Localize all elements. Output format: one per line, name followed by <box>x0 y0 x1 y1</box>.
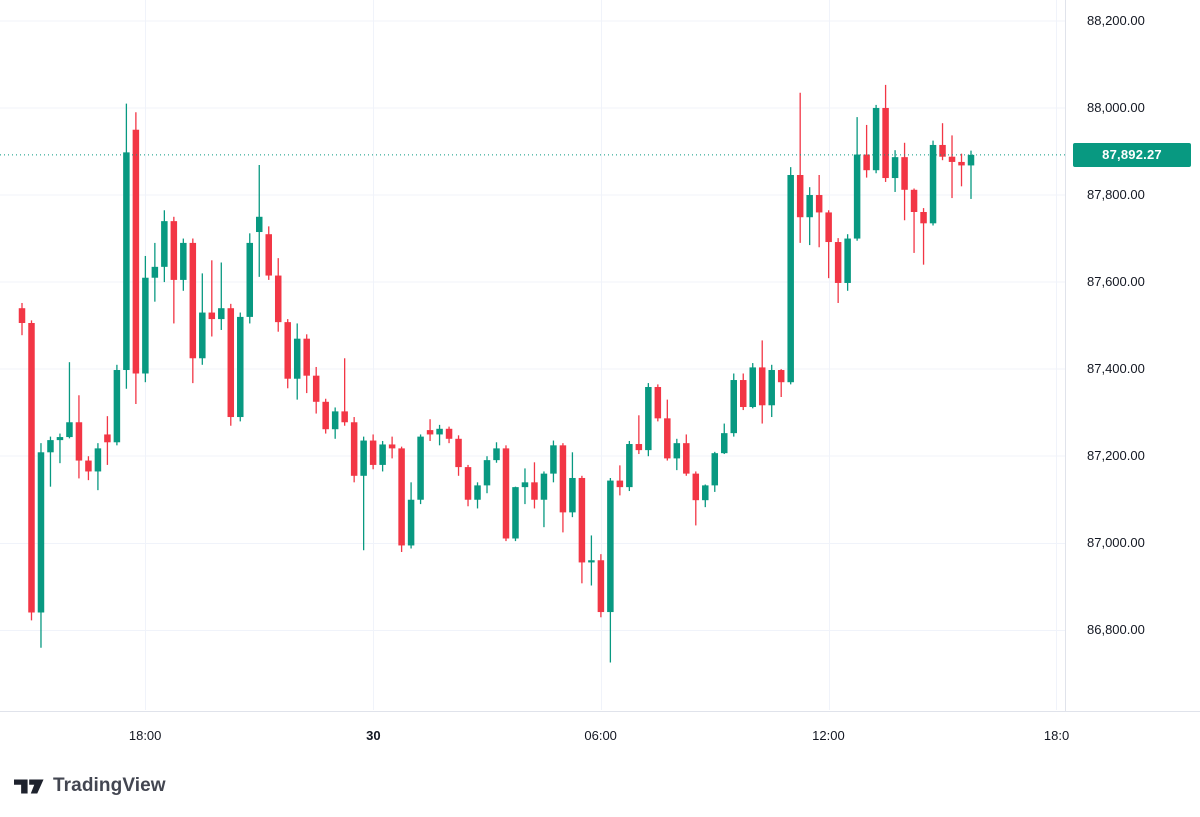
price-axis-label: 86,800.00 <box>1087 622 1145 638</box>
price-axis-label: 87,600.00 <box>1087 274 1145 290</box>
price-axis-label: 88,000.00 <box>1087 99 1145 115</box>
time-axis-label: 12:00 <box>812 728 845 743</box>
price-axis-label: 87,000.00 <box>1087 535 1145 551</box>
price-axis[interactable]: 88,200.00 88,000.00 87,800.00 87,600.00 … <box>1065 0 1200 762</box>
time-axis-label: 18:0 <box>1043 728 1070 743</box>
time-axis[interactable]: 18:00 30 06:00 12:00 18:0 <box>0 711 1200 763</box>
price-axis-label: 87,800.00 <box>1087 187 1145 203</box>
time-axis-label: 18:00 <box>128 728 162 743</box>
tradingview-logo-icon <box>14 778 44 794</box>
chart-footer: TradingView <box>0 762 1200 817</box>
time-axis-label: 06:00 <box>584 728 617 743</box>
candlestick-chart-pane[interactable] <box>0 0 1065 710</box>
price-axis-label: 88,200.00 <box>1087 12 1145 28</box>
current-price-label: 87,892.27 <box>1073 142 1191 167</box>
price-axis-label: 87,200.00 <box>1087 448 1145 464</box>
tradingview-logo[interactable]: TradingView <box>14 775 166 797</box>
tradingview-logo-text: TradingView <box>53 775 166 796</box>
time-axis-label: 30 <box>366 728 381 743</box>
price-axis-label: 87,400.00 <box>1087 361 1145 377</box>
candlestick-plot <box>0 0 1065 710</box>
